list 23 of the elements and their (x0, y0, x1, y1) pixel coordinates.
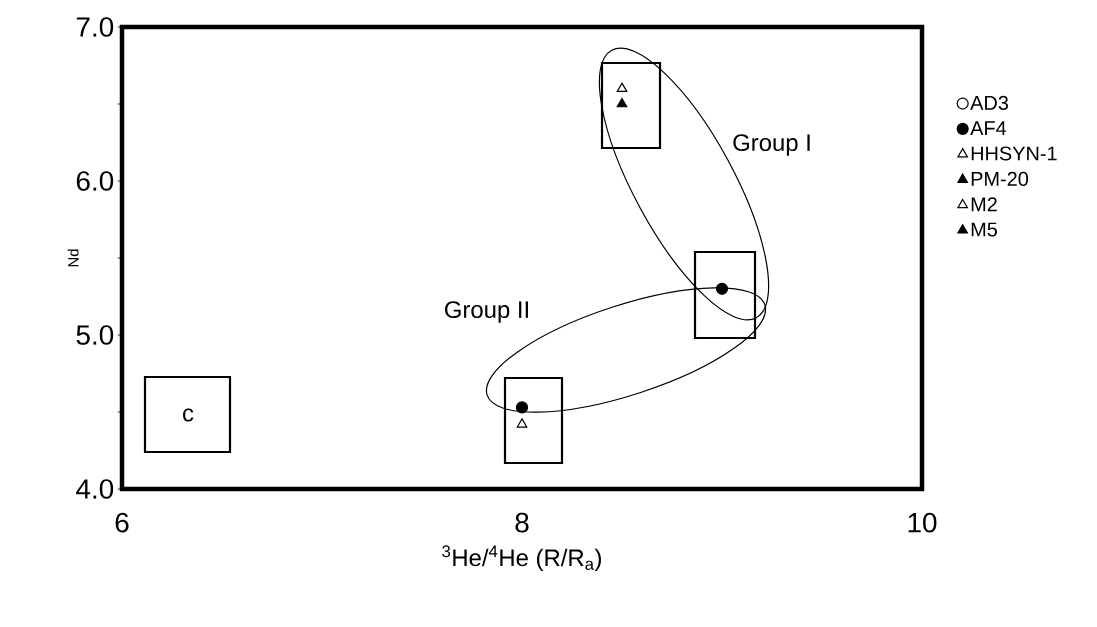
x-tick-label: 10 (908, 512, 937, 533)
y-tick-label: 6.0 (76, 171, 114, 191)
y-tick-label: 4.0 (76, 479, 114, 499)
annotation: Group II (445, 301, 528, 323)
legend-label: AF4 (970, 121, 1007, 135)
x-tick-label: 6 (115, 512, 129, 533)
point (616, 97, 628, 108)
point (715, 282, 729, 295)
point (516, 418, 528, 428)
legend-label: HHSYN-1 (971, 146, 1057, 161)
legend-label: M5 (971, 222, 997, 237)
legend-label: M2 (971, 197, 997, 212)
y-tick-label: 7.0 (76, 17, 114, 37)
x-tick-label: 8 (515, 512, 529, 533)
annotation: c (183, 408, 194, 422)
point (515, 401, 529, 414)
legend-label: PM-20 (971, 171, 1029, 186)
legend-label: AD3 (970, 95, 1009, 110)
point (616, 82, 628, 92)
y-axis-title: Nd (67, 249, 79, 267)
x-axis-title: $^{3}$He/$^{4}$He (R/R$_{a}$) (442, 545, 601, 571)
y-tick-label: 5.0 (76, 325, 114, 345)
annotation: Group I (733, 134, 810, 156)
